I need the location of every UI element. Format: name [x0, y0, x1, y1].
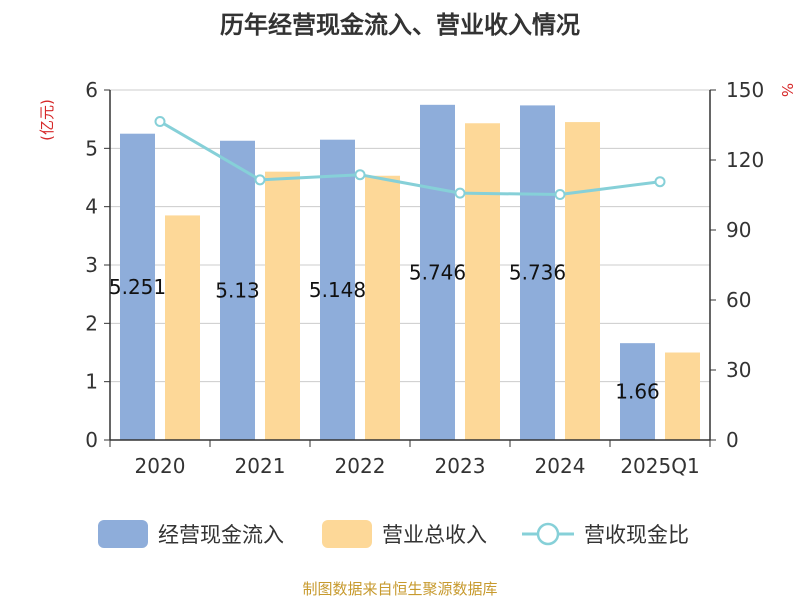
source-note: 制图数据来自恒生聚源数据库	[302, 580, 497, 598]
x-tick-label: 2021	[235, 454, 286, 478]
bar-operating-cash-inflow	[120, 133, 155, 441]
bar-total-revenue	[165, 215, 200, 440]
left-tick-label: 3	[85, 253, 98, 277]
right-tick-label: 60	[726, 288, 751, 312]
right-tick-label: 30	[726, 358, 751, 382]
ratio-point	[354, 169, 366, 181]
right-tick-label: 120	[726, 148, 764, 172]
data-labels: 5.251 5.13 5.148 5.746 5.736 1.66	[109, 260, 660, 403]
right-tick-label: 150	[726, 78, 764, 102]
ratio-line-path	[159, 120, 661, 197]
legend-swatch-operating-cash-inflow	[98, 520, 148, 548]
chart-title: 历年经营现金流入、营业收入情况	[220, 11, 580, 39]
legend-swatch-total-revenue	[322, 520, 372, 548]
left-tick-label: 1	[85, 370, 98, 394]
data-label-operating-cash-inflow: 5.148	[309, 278, 366, 302]
bar-operating-cash-inflow	[420, 104, 455, 441]
left-axis-unit: (亿元)	[38, 99, 56, 141]
x-tick-label: 2025Q1	[620, 454, 699, 478]
bar-operating-cash-inflow	[520, 105, 555, 441]
right-tick-label: 90	[726, 218, 751, 242]
right-axis-unit: %	[778, 83, 796, 97]
data-label-operating-cash-inflow: 5.736	[509, 261, 566, 285]
left-tick-label: 5	[85, 136, 98, 160]
data-label-operating-cash-inflow: 5.251	[109, 275, 166, 299]
bar-operating-cash-inflow	[220, 140, 255, 440]
left-tick-label: 6	[85, 78, 98, 102]
left-tick-label: 0	[85, 428, 98, 452]
ratio-point	[454, 187, 466, 199]
bar-operating-cash-inflow	[620, 343, 655, 440]
bar-total-revenue	[465, 123, 500, 440]
ratio-point	[254, 174, 266, 186]
data-label-operating-cash-inflow: 5.746	[409, 260, 466, 284]
legend[interactable]: 经营现金流入 营业总收入 营收现金比	[98, 520, 689, 548]
bar-total-revenue	[565, 122, 600, 440]
bar-operating-cash-inflow	[320, 139, 355, 440]
bar-total-revenue	[365, 175, 400, 440]
legend-swatch-ratio-marker	[536, 522, 560, 546]
right-tick-label: 0	[726, 428, 739, 452]
bars	[120, 104, 700, 441]
data-label-operating-cash-inflow: 5.13	[215, 278, 260, 302]
x-tick-label: 2023	[435, 454, 486, 478]
bar-total-revenue	[665, 352, 700, 440]
ratio-point	[554, 189, 566, 201]
legend-label-ratio: 营收现金比	[584, 523, 689, 547]
ratio-point	[654, 176, 666, 188]
legend-label-operating-cash-inflow: 经营现金流入	[158, 523, 284, 547]
x-tick-label: 2022	[335, 454, 386, 478]
x-tick-label: 2020	[135, 454, 186, 478]
data-label-operating-cash-inflow: 1.66	[615, 380, 660, 404]
x-tick-label: 2024	[535, 454, 586, 478]
left-tick-label: 4	[85, 195, 98, 219]
ratio-line	[154, 116, 666, 201]
legend-label-total-revenue: 营业总收入	[382, 523, 487, 547]
grid	[110, 89, 710, 441]
left-tick-label: 2	[85, 311, 98, 335]
bar-total-revenue	[265, 171, 300, 440]
ratio-point	[154, 116, 166, 127]
